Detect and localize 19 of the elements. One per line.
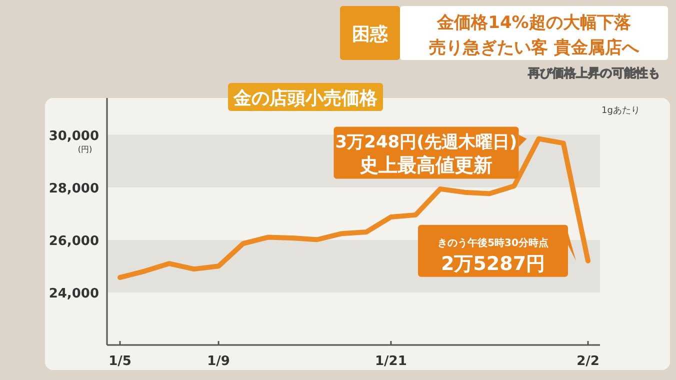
text: 金価格14%超の大幅下落 [436,13,631,33]
x-tick-label: 1/5 [108,354,132,369]
text: 再び価格上昇の可能性も [527,66,660,80]
y-axis-title: (円) [78,144,92,154]
text: 1gあたり [602,106,640,116]
y-tick-label: 26,000 [48,234,99,249]
text: 困惑 [352,24,389,45]
text: 売り急ぎたい客 貴金属店へ [429,38,640,58]
annotation: 3万248円(先週木曜日) 史上最高値更新 [335,132,518,177]
x-tick-label: 2/2 [576,354,600,369]
picture-callout: きのう午後5時30分時点 2万5287円 [418,224,576,277]
annotation: きのう午後5時30分時点 2万5287円 [438,236,548,275]
x-tick-label: 1/9 [207,354,230,369]
y-tick-label: 24,000 [48,286,99,302]
x-tick-label: 1/21 [375,354,407,369]
y-tick-label: 30,000 [48,128,99,144]
chart-title: 金の店頭小売価格 [232,88,378,109]
y-tick-label: 28,000 [48,181,99,196]
picture-callout: 3万248円(先週木曜日) 史上最高値更新 [334,126,527,179]
